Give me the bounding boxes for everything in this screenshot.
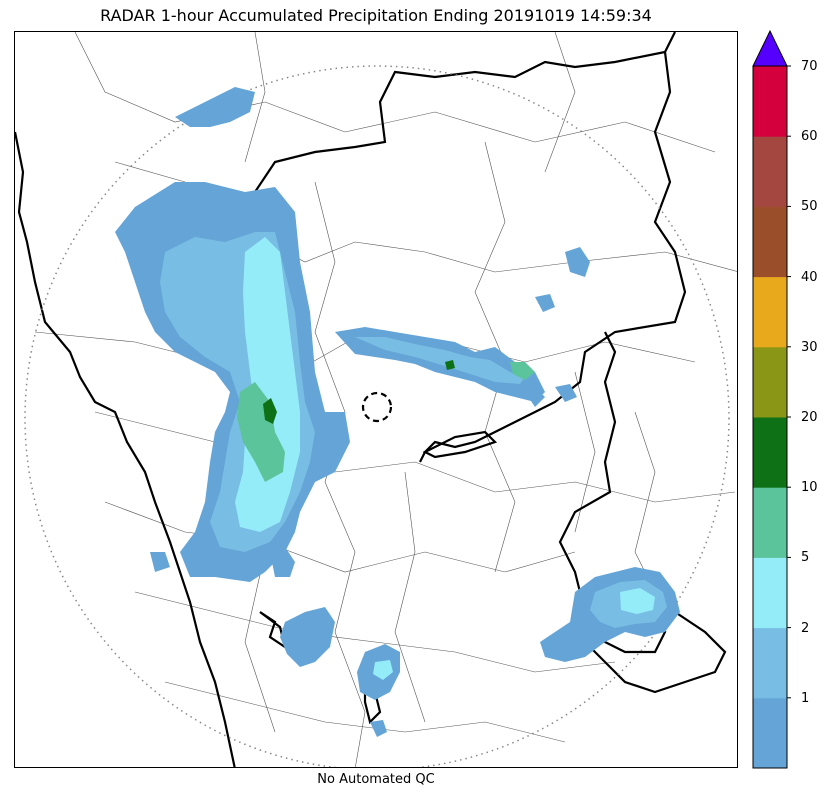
qc-note: No Automated QC [317,772,435,787]
radar-site-marker [361,391,393,423]
colorbar-tick-label: 20 [801,410,818,425]
colorbar-tick-label: 70 [801,59,818,74]
colorbar-band-5-10 [753,487,787,558]
district-boundaries [34,32,737,767]
colorbar-tick-label: 30 [801,339,818,355]
colorbar-band-40-50 [753,206,787,278]
colorbar-band-2-5 [753,557,787,629]
colorbar-tick-label: 10 [801,480,818,496]
colorbar-overflow-arrow [752,29,788,67]
colorbar-band-30-40 [753,276,787,348]
colorbar-tick-label: 1 [801,690,810,706]
radar-range-ring [24,65,730,767]
colorbar-band-1-2 [753,627,787,699]
colorbar-tick-label: 2 [801,620,810,636]
colorbar-tick-label: 50 [801,199,818,215]
colorbar-band-10-20 [753,417,787,488]
colorbar [752,29,793,769]
colorbar-tick-label: 40 [801,269,818,285]
colorbar-band-20-30 [753,346,787,418]
radar-map[interactable] [14,31,738,768]
colorbar-band-0-1 [753,697,787,769]
colorbar-tick-label: 60 [801,129,818,145]
map-title: RADAR 1-hour Accumulated Precipitation E… [100,6,652,25]
radar-map-canvas [15,32,737,767]
colorbar-canvas [752,29,791,769]
colorbar-band-50-60 [753,136,787,207]
precipitation-echoes [115,87,680,737]
colorbar-band-60-70 [753,66,787,137]
colorbar-tick-label: 5 [801,550,810,566]
